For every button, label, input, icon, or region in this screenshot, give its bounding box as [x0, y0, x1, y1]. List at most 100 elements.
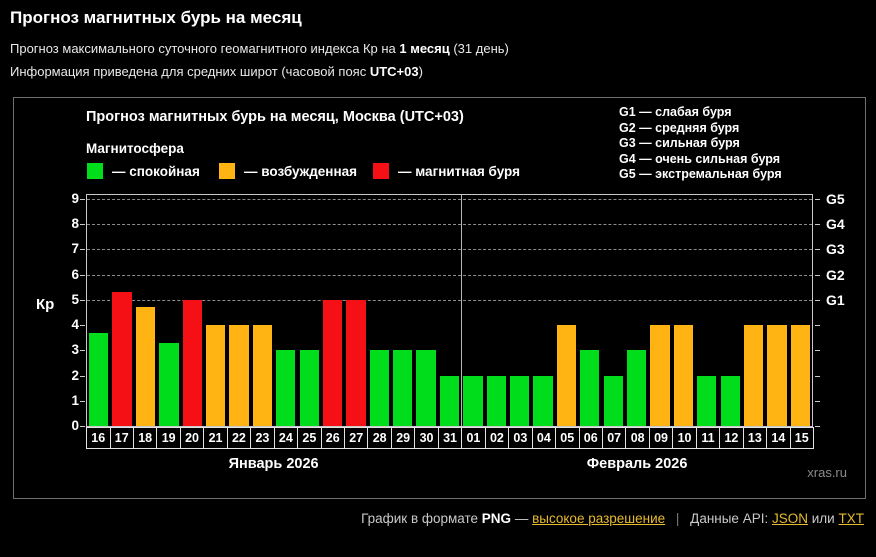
kp-bar-17 [112, 292, 131, 426]
y-tick-label: 1 [53, 393, 79, 409]
g-axis-label-g5: G5 [826, 191, 845, 207]
day-label-box: 03 [508, 427, 533, 449]
gridline-kp9 [87, 199, 812, 200]
kp-bar-06 [580, 350, 599, 426]
kp-bar-29 [393, 350, 412, 426]
y-tick-right [815, 350, 820, 351]
kp-bar-03 [510, 376, 529, 427]
y-tick-left [80, 275, 85, 276]
day-axis: 1617181920212223242526272829303101020304… [86, 427, 813, 449]
y-tick-label: 0 [53, 418, 79, 434]
month-label: Январь 2026 [229, 456, 319, 472]
y-tick-right [815, 199, 820, 200]
day-label-box: 12 [719, 427, 744, 449]
day-label-box: 13 [743, 427, 768, 449]
y-tick-label: 9 [53, 191, 79, 207]
kp-bar-31 [440, 376, 459, 427]
plot-area: 0123456789G1G2G3G4G5 [86, 194, 813, 427]
kp-bar-18 [136, 307, 155, 426]
day-label-box: 23 [250, 427, 275, 449]
kp-bar-08 [627, 350, 646, 426]
kp-bar-24 [276, 350, 295, 426]
kp-bar-22 [229, 325, 248, 426]
legend-item-quiet: — спокойная [87, 163, 200, 179]
g-scale-legend: G1 — слабая буря G2 — средняя буря G3 — … [619, 105, 782, 183]
kp-bar-04 [533, 376, 552, 427]
y-tick-left [80, 426, 85, 427]
day-label-box: 01 [461, 427, 486, 449]
kp-bar-30 [416, 350, 435, 426]
g-axis-label-g1: G1 [826, 292, 845, 308]
kp-bar-21 [206, 325, 225, 426]
y-tick-label: 8 [53, 216, 79, 232]
excited-swatch-icon [219, 163, 235, 179]
day-label-box: 19 [156, 427, 181, 449]
y-tick-left [80, 249, 85, 250]
day-label-box: 31 [438, 427, 463, 449]
kp-bar-07 [604, 376, 623, 427]
subtitle-bold-term: 1 месяц [399, 41, 449, 56]
y-tick-label: 5 [53, 292, 79, 308]
day-label-box: 25 [297, 427, 322, 449]
y-tick-left [80, 376, 85, 377]
kp-bar-26 [323, 300, 342, 426]
hires-link[interactable]: высокое разрешение [532, 511, 665, 526]
y-tick-right [815, 426, 820, 427]
g-legend-line-g5: G5 — экстремальная буря [619, 167, 782, 183]
y-tick-left [80, 199, 85, 200]
day-label-box: 02 [485, 427, 510, 449]
chart-panel: Прогноз магнитных бурь на месяц, Москва … [13, 97, 866, 499]
page: Прогноз магнитных бурь на месяц Прогноз … [0, 0, 876, 557]
y-tick-label: 6 [53, 267, 79, 283]
day-label-box: 21 [203, 427, 228, 449]
day-label-box: 27 [344, 427, 369, 449]
legend-item-storm: — магнитная буря [373, 163, 520, 179]
g-axis-label-g2: G2 [826, 267, 845, 283]
legend-item-excited: — возбужденная [219, 163, 357, 179]
y-tick-right [815, 401, 820, 402]
kp-bar-10 [674, 325, 693, 426]
g-axis-label-g4: G4 [826, 216, 845, 232]
subtitle-kp: Прогноз максимального суточного геомагни… [10, 41, 509, 56]
month-separator [461, 195, 462, 426]
day-label-box: 20 [180, 427, 205, 449]
y-tick-right [815, 224, 820, 225]
footer-separator: | [676, 511, 680, 526]
kp-bar-11 [697, 376, 716, 427]
kp-bar-02 [487, 376, 506, 427]
kp-bar-16 [89, 333, 108, 426]
kp-bar-09 [650, 325, 669, 426]
month-label: Февраль 2026 [587, 456, 688, 472]
y-tick-left [80, 300, 85, 301]
json-link[interactable]: JSON [772, 511, 808, 526]
day-label-box: 17 [110, 427, 135, 449]
footer-text: Данные API: [690, 511, 768, 526]
subtitle-text: (31 день) [450, 41, 509, 56]
day-label-box: 07 [602, 427, 627, 449]
day-label-box: 29 [391, 427, 416, 449]
day-label-box: 18 [133, 427, 158, 449]
legend-title: Магнитосфера [86, 141, 184, 156]
footer-text: или [812, 511, 835, 526]
plot-wrap: 0123456789G1G2G3G4G5 1617181920212223242… [86, 194, 813, 494]
txt-link[interactable]: TXT [839, 511, 865, 526]
gridline-kp6 [87, 275, 812, 276]
g-legend-line-g4: G4 — очень сильная буря [619, 152, 782, 168]
y-tick-left [80, 350, 85, 351]
footer: График в формате PNG — высокое разрешени… [361, 511, 864, 526]
day-label-box: 14 [766, 427, 791, 449]
kp-bar-15 [791, 325, 810, 426]
subtitle-text: ) [419, 64, 423, 79]
quiet-swatch-icon [87, 163, 103, 179]
day-label-box: 06 [579, 427, 604, 449]
chart-title: Прогноз магнитных бурь на месяц, Москва … [86, 109, 464, 125]
watermark: xras.ru [807, 465, 847, 480]
day-label-box: 16 [86, 427, 111, 449]
day-label-box: 15 [790, 427, 815, 449]
kp-bar-01 [463, 376, 482, 427]
kp-bar-25 [300, 350, 319, 426]
day-label-box: 04 [532, 427, 557, 449]
g-legend-line-g2: G2 — средняя буря [619, 121, 782, 137]
day-label-box: 30 [414, 427, 439, 449]
day-label-box: 10 [672, 427, 697, 449]
